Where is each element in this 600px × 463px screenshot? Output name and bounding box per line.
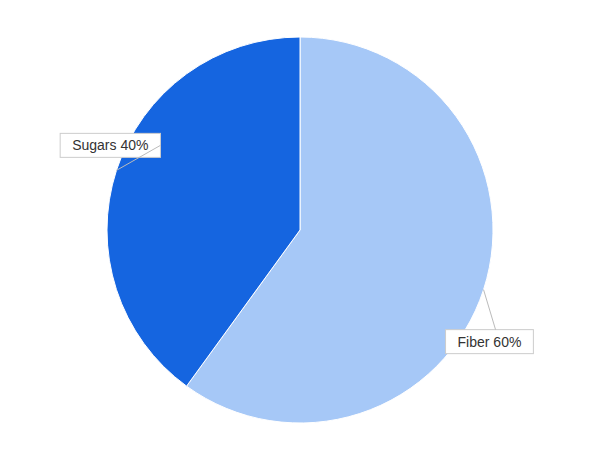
label-box (446, 330, 534, 354)
slices (107, 37, 493, 423)
label-text: Fiber 60% (458, 334, 522, 350)
slice (107, 37, 300, 386)
labels: Fiber 60% Sugars 40% (60, 133, 533, 353)
chart: Fiber 60% Sugars 40% (0, 0, 600, 463)
leader-line (484, 290, 496, 330)
data-label: Fiber 60% (446, 330, 534, 354)
label-value: 40% (120, 137, 148, 153)
label-category: Fiber (458, 334, 490, 350)
leader-line (116, 145, 160, 170)
label-text: Sugars 40% (72, 137, 148, 153)
label-value: 60% (493, 334, 521, 350)
label-category: Sugars (72, 137, 116, 153)
